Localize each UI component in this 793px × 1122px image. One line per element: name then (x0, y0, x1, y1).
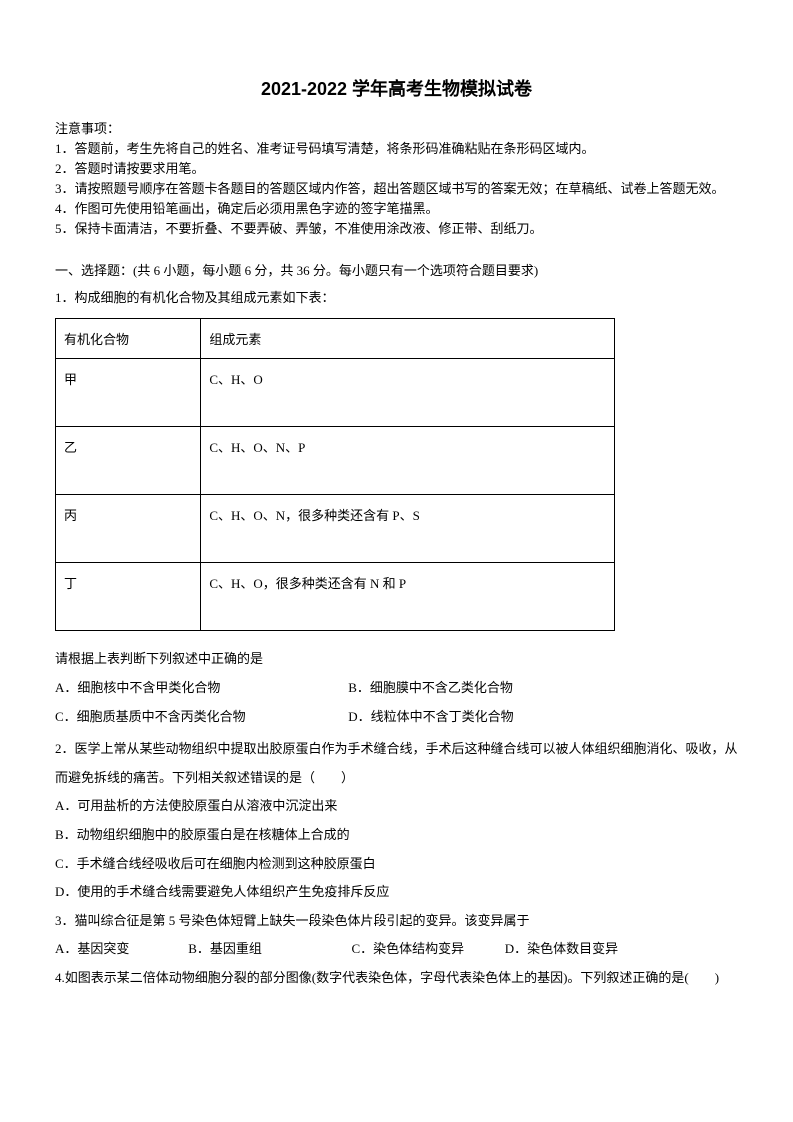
q3-option-b: B．基因重组 (188, 935, 348, 964)
q2-option-c: C．手术缝合线经吸收后可在细胞内检测到这种胶原蛋白 (55, 850, 738, 879)
q1-option-c: C．细胞质基质中不含丙类化合物 (55, 703, 345, 732)
table-row: 乙 C、H、O、N、P (56, 427, 615, 495)
q1-table: 有机化合物 组成元素 甲 C、H、O 乙 C、H、O、N、P 丙 C、H、O、N… (55, 318, 615, 631)
instruction-item: 5．保持卡面清洁，不要折叠、不要弄破、弄皱，不准使用涂改液、修正带、刮纸刀。 (55, 219, 738, 239)
table-header-col1: 有机化合物 (56, 319, 201, 359)
q1-option-d: D．线粒体中不含丁类化合物 (348, 703, 513, 732)
q1-prompt: 请根据上表判断下列叙述中正确的是 (55, 645, 738, 674)
q3-option-a: A．基因突变 (55, 935, 185, 964)
q1-options-row1: A．细胞核中不含甲类化合物 B．细胞膜中不含乙类化合物 (55, 674, 738, 703)
q4-stem: 4.如图表示某二倍体动物细胞分裂的部分图像(数字代表染色体，字母代表染色体上的基… (55, 964, 738, 993)
q3-option-d: D．染色体数目变异 (505, 935, 618, 964)
instruction-item: 2．答题时请按要求用笔。 (55, 159, 738, 179)
instruction-item: 3．请按照题号顺序在答题卡各题目的答题区域内作答，超出答题区域书写的答案无效；在… (55, 179, 738, 199)
q2-option-b: B．动物组织细胞中的胶原蛋白是在核糖体上合成的 (55, 821, 738, 850)
table-row: 丁 C、H、O，很多种类还含有 N 和 P (56, 563, 615, 631)
page-title: 2021-2022 学年高考生物模拟试卷 (55, 75, 738, 101)
table-cell: C、H、O、N，很多种类还含有 P、S (201, 495, 615, 563)
instruction-item: 4．作图可先使用铅笔画出，确定后必须用黑色字迹的签字笔描黑。 (55, 199, 738, 219)
table-row: 丙 C、H、O、N，很多种类还含有 P、S (56, 495, 615, 563)
q3-option-c: C．染色体结构变异 (352, 935, 502, 964)
table-row: 甲 C、H、O (56, 359, 615, 427)
table-header-col2: 组成元素 (201, 319, 615, 359)
table-cell: C、H、O (201, 359, 615, 427)
q2-option-a: A．可用盐析的方法使胶原蛋白从溶液中沉淀出来 (55, 792, 738, 821)
q1-option-a: A．细胞核中不含甲类化合物 (55, 674, 345, 703)
q3-options: A．基因突变 B．基因重组 C．染色体结构变异 D．染色体数目变异 (55, 935, 738, 964)
instructions-list: 1．答题前，考生先将自己的姓名、准考证号码填写清楚，将条形码准确粘贴在条形码区域… (55, 139, 738, 240)
instructions-header: 注意事项： (55, 119, 738, 139)
q2-stem: 2．医学上常从某些动物组织中提取出胶原蛋白作为手术缝合线，手术后这种缝合线可以被… (55, 735, 738, 792)
section-1-header: 一、选择题：(共 6 小题，每小题 6 分，共 36 分。每小题只有一个选项符合… (55, 259, 738, 284)
table-cell: C、H、O，很多种类还含有 N 和 P (201, 563, 615, 631)
q1-stem: 1．构成细胞的有机化合物及其组成元素如下表： (55, 284, 738, 313)
table-row: 有机化合物 组成元素 (56, 319, 615, 359)
table-cell: 丙 (56, 495, 201, 563)
table-cell: 乙 (56, 427, 201, 495)
q1-option-b: B．细胞膜中不含乙类化合物 (348, 674, 513, 703)
instruction-item: 1．答题前，考生先将自己的姓名、准考证号码填写清楚，将条形码准确粘贴在条形码区域… (55, 139, 738, 159)
q2-option-d: D．使用的手术缝合线需要避免人体组织产生免疫排斥反应 (55, 878, 738, 907)
q1-options-row2: C．细胞质基质中不含丙类化合物 D．线粒体中不含丁类化合物 (55, 703, 738, 732)
table-cell: 丁 (56, 563, 201, 631)
table-cell: C、H、O、N、P (201, 427, 615, 495)
table-cell: 甲 (56, 359, 201, 427)
q3-stem: 3．猫叫综合征是第 5 号染色体短臂上缺失一段染色体片段引起的变异。该变异属于 (55, 907, 738, 936)
